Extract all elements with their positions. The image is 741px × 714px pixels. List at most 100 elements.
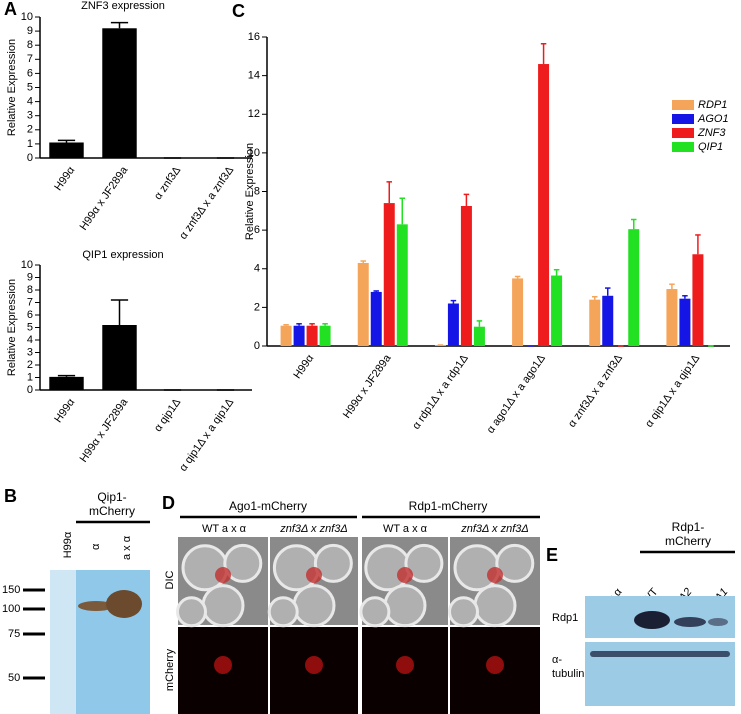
signal (397, 567, 413, 583)
legend-swatch (672, 100, 694, 110)
marker-label: 50 (8, 672, 20, 684)
error-bar (450, 299, 457, 304)
bar (319, 325, 331, 346)
bar (512, 278, 524, 346)
x-tick-label: α znf3Δ x a znf3Δ (177, 164, 236, 242)
y-tick-label: 6 (27, 67, 33, 79)
y-tick-label: 3 (27, 346, 33, 358)
x-tick-label: H99α (291, 352, 316, 381)
y-tick-label: 14 (248, 70, 260, 82)
panel-letter: E (546, 545, 558, 565)
marker-label: 75 (8, 628, 20, 640)
x-tick-label: H99α x JF289a (78, 396, 131, 465)
y-tick-label: 2 (27, 124, 33, 136)
error-bar (682, 295, 688, 299)
cell (383, 584, 427, 628)
band (674, 617, 706, 627)
cell (201, 584, 245, 628)
column-label: znf3Δ x znf3Δ (279, 523, 348, 535)
y-axis-label: Relative Expression (244, 143, 256, 240)
signal (305, 656, 323, 674)
y-axis-label: Relative Expression (6, 279, 18, 376)
cell (495, 543, 535, 583)
bar (280, 325, 292, 346)
y-tick-label: 12 (248, 108, 260, 120)
bar (447, 303, 459, 346)
bar (538, 64, 550, 346)
legend-label: ZNF3 (697, 127, 726, 139)
error-bar (631, 218, 637, 230)
bar (692, 254, 704, 346)
column-label: WT a x α (383, 523, 428, 535)
blot-header: Rdp1- (672, 520, 705, 534)
group-label: Rdp1-mCherry (409, 499, 488, 513)
y-tick-label: 2 (254, 301, 260, 313)
x-tick-label: α qip1Δ (152, 396, 184, 434)
chart-title: QIP1 expression (82, 249, 163, 261)
cell (176, 596, 207, 628)
x-tick-label: α znf3Δ x a znf3Δ (566, 352, 625, 430)
bar (370, 291, 382, 346)
x-tick-label: H99α (52, 396, 77, 425)
error-bar (57, 139, 76, 143)
error-bar (360, 260, 366, 263)
y-tick-label: 0 (254, 340, 260, 352)
error-bar (605, 287, 611, 296)
signal (214, 656, 232, 674)
y-tick-label: 4 (27, 334, 33, 346)
cell (404, 543, 444, 583)
signal (486, 656, 504, 674)
row-label: DIC (164, 570, 176, 589)
band (590, 651, 730, 657)
signal (215, 567, 231, 583)
y-tick-label: 1 (27, 138, 33, 150)
error-bar (373, 290, 379, 292)
bar (473, 326, 485, 346)
bar (383, 203, 395, 346)
blot-header: Qip1- (97, 490, 126, 504)
error-bar (322, 323, 328, 326)
bar (49, 142, 84, 158)
row-label: mCherry (164, 648, 176, 691)
bar (102, 28, 137, 159)
legend-label: RDP1 (698, 99, 727, 111)
y-axis-label: Relative Expression (6, 39, 18, 136)
x-tick-label: α ago1Δ x a ago1Δ (485, 352, 549, 436)
cell (448, 596, 479, 628)
x-tick-label: H99α x JF289a (78, 164, 131, 233)
y-tick-label: 2 (27, 359, 33, 371)
legend-swatch (672, 128, 694, 138)
cell (359, 596, 391, 628)
band (106, 590, 142, 618)
error-bar (386, 181, 392, 204)
bar (102, 325, 137, 390)
legend-label: QIP1 (698, 141, 723, 153)
bar (602, 295, 614, 346)
signal (396, 656, 414, 674)
y-tick-label: 1 (27, 371, 33, 383)
panel-letter: C (232, 1, 245, 21)
chart-title: ZNF3 expression (81, 0, 165, 12)
y-tick-label: 7 (27, 296, 33, 308)
band (708, 618, 728, 626)
y-tick-label: 9 (27, 25, 33, 37)
y-tick-label: 3 (27, 110, 33, 122)
cell (473, 584, 517, 628)
row-label: Rdp1 (552, 612, 578, 624)
y-tick-label: 8 (27, 284, 33, 296)
bar (357, 262, 369, 346)
x-tick-label: α qip1Δ x a qip1Δ (643, 352, 702, 430)
band (634, 611, 670, 629)
bar (666, 289, 678, 346)
panel-letter: B (4, 486, 17, 506)
group-label: Ago1-mCherry (229, 499, 307, 513)
cell (267, 596, 299, 628)
blot-header: mCherry (89, 504, 135, 518)
blot-background (76, 570, 150, 714)
bar (589, 299, 601, 346)
blot-header: mCherry (665, 534, 711, 548)
lane-label: a x α (121, 535, 133, 560)
panel-letter: A (4, 0, 17, 19)
y-tick-label: 4 (254, 263, 260, 275)
x-tick-label: H99α (52, 164, 77, 193)
